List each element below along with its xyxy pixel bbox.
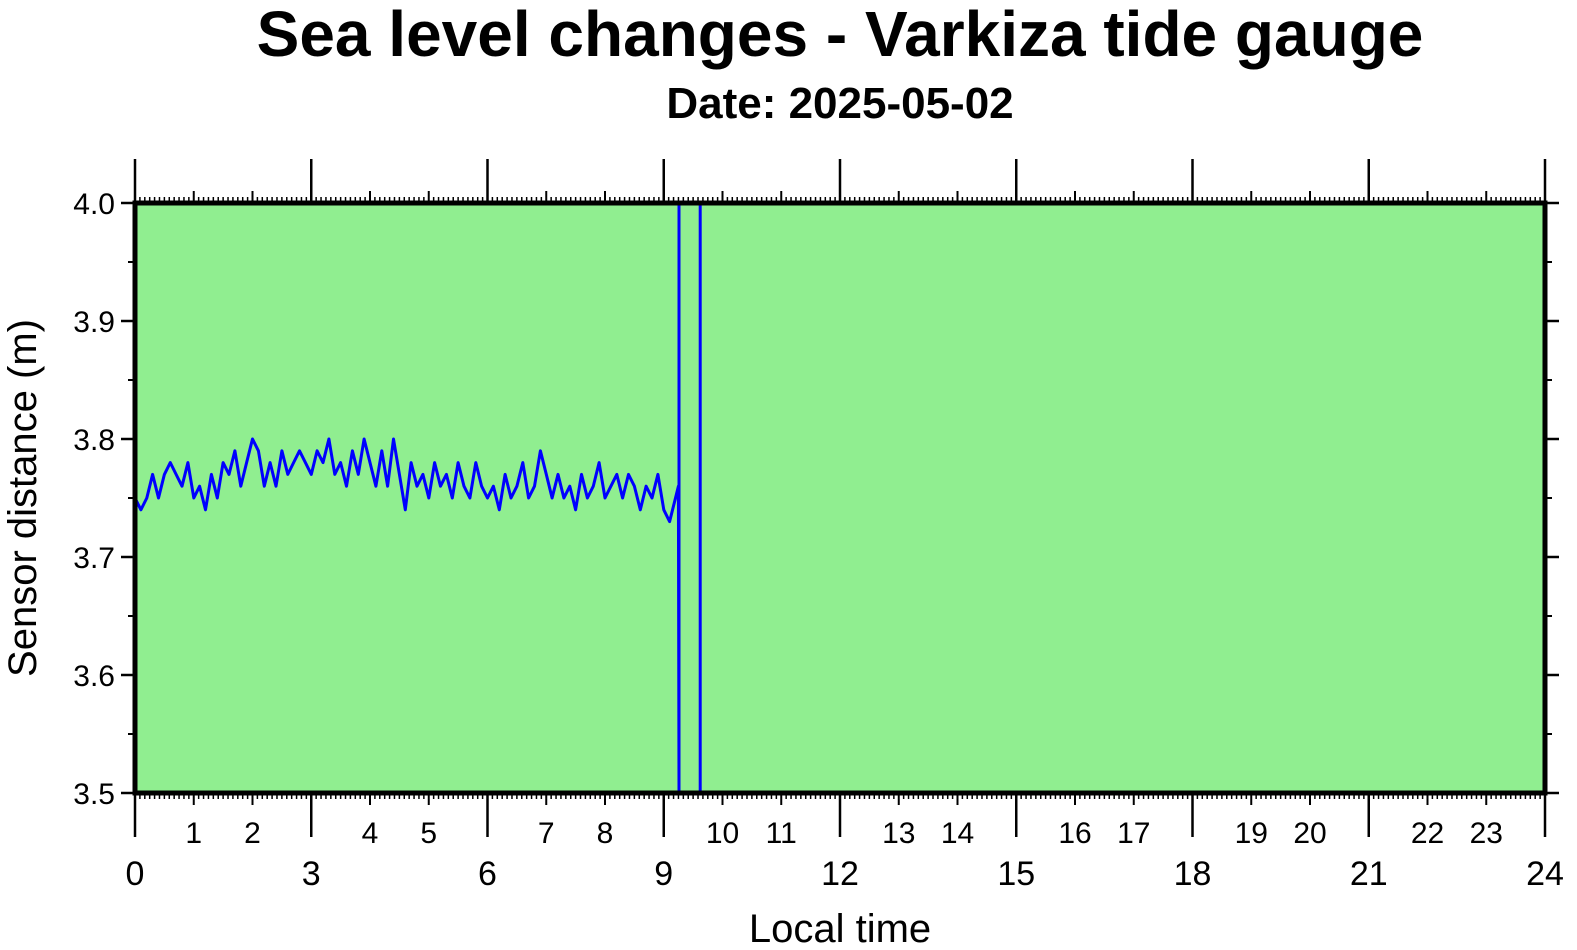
x-axis-title: Local time xyxy=(749,907,931,950)
x-major-label: 6 xyxy=(478,855,497,893)
chart-subtitle: Date: 2025-05-02 xyxy=(666,79,1013,128)
x-hour-label: 4 xyxy=(362,817,379,850)
y-tick-label: 3.8 xyxy=(73,424,115,457)
series-layer xyxy=(133,201,702,795)
x-hour-label: 19 xyxy=(1235,817,1268,850)
x-hour-label: 17 xyxy=(1117,817,1150,850)
x-hour-label: 23 xyxy=(1470,817,1503,850)
x-major-label: 15 xyxy=(997,855,1035,893)
y-tick-label: 3.9 xyxy=(73,306,115,339)
x-hour-label: 16 xyxy=(1058,817,1091,850)
y-axis-title: Sensor distance (m) xyxy=(1,319,45,677)
axis-tick-labels: 3.53.63.73.83.94.01 2 4 5 7 8 10 11 13 14 16 17 19 20… xyxy=(73,188,1564,893)
x-major-label: 9 xyxy=(654,855,673,893)
x-hour-label: 20 xyxy=(1293,817,1326,850)
y-tick-label: 3.5 xyxy=(73,778,115,811)
x-hour-label: 14 xyxy=(941,817,974,850)
x-major-label: 18 xyxy=(1174,855,1212,893)
plot-frame xyxy=(132,200,1548,796)
x-hour-label: 2 xyxy=(244,817,261,850)
x-hour-label: 1 xyxy=(185,817,202,850)
x-hour-label: 7 xyxy=(538,817,555,850)
y-tick-label: 3.6 xyxy=(73,660,115,693)
x-major-label: 21 xyxy=(1350,855,1388,893)
x-hour-label: 5 xyxy=(420,817,437,850)
y-tick-label: 4.0 xyxy=(73,188,115,221)
x-major-label: 3 xyxy=(302,855,321,893)
x-hour-label: 22 xyxy=(1411,817,1444,850)
x-major-label: 0 xyxy=(126,855,145,893)
x-hour-label: 10 xyxy=(706,817,739,850)
y-tick-label: 3.7 xyxy=(73,542,115,575)
plot-area xyxy=(135,203,1545,793)
x-hour-label: 13 xyxy=(882,817,915,850)
x-hour-label: 8 xyxy=(597,817,614,850)
x-major-label: 24 xyxy=(1526,855,1564,893)
chart-title: Sea level changes - Varkiza tide gauge xyxy=(257,0,1424,70)
x-major-label: 12 xyxy=(821,855,859,893)
x-hour-label: 11 xyxy=(766,817,797,850)
series-line-0 xyxy=(133,201,702,795)
